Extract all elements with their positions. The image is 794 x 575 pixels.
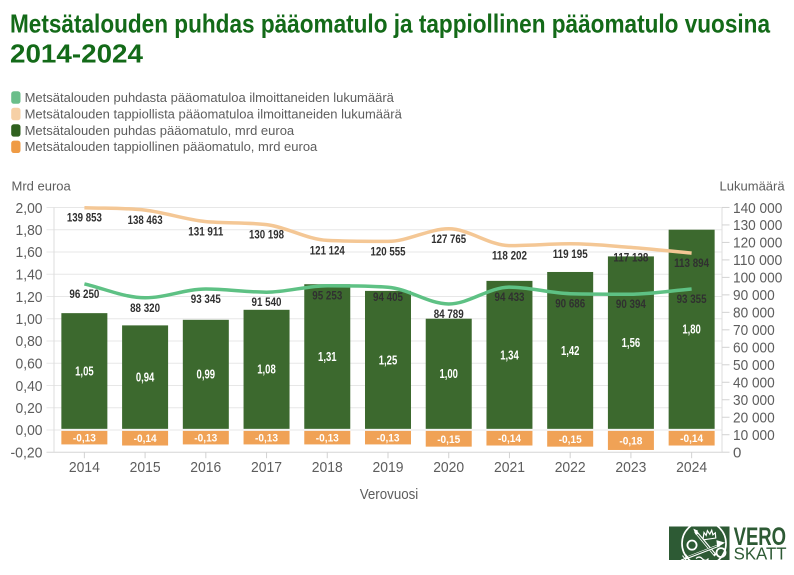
- svg-text:1,42: 1,42: [561, 344, 580, 358]
- svg-text:60 000: 60 000: [733, 340, 775, 357]
- svg-text:10 000: 10 000: [733, 427, 775, 444]
- svg-text:0,80: 0,80: [16, 333, 43, 350]
- svg-text:-0,13: -0,13: [194, 433, 217, 445]
- svg-text:100 000: 100 000: [733, 270, 782, 287]
- svg-text:30 000: 30 000: [733, 392, 775, 409]
- svg-text:90 394: 90 394: [616, 299, 647, 311]
- svg-text:1,40: 1,40: [16, 267, 43, 284]
- svg-text:2014: 2014: [69, 459, 100, 476]
- svg-text:1,56: 1,56: [622, 336, 641, 350]
- svg-text:2017: 2017: [251, 459, 282, 476]
- svg-text:1,08: 1,08: [257, 363, 276, 377]
- svg-text:130 000: 130 000: [733, 217, 782, 234]
- svg-text:130 198: 130 198: [249, 230, 285, 242]
- svg-text:20 000: 20 000: [733, 410, 775, 427]
- svg-text:80 000: 80 000: [733, 305, 775, 322]
- svg-text:0: 0: [733, 445, 741, 462]
- svg-text:-0,14: -0,14: [498, 433, 522, 445]
- svg-text:SKATT: SKATT: [734, 544, 787, 564]
- svg-text:94 405: 94 405: [373, 292, 404, 304]
- svg-text:-0,20: -0,20: [11, 445, 43, 462]
- svg-text:96 250: 96 250: [69, 289, 99, 301]
- svg-text:2023: 2023: [615, 459, 646, 476]
- svg-text:118 202: 118 202: [492, 251, 527, 263]
- svg-text:2019: 2019: [373, 459, 404, 476]
- svg-text:84 789: 84 789: [434, 309, 464, 321]
- svg-text:Verovuosi: Verovuosi: [360, 486, 419, 503]
- svg-text:70 000: 70 000: [733, 322, 775, 339]
- svg-text:88 320: 88 320: [130, 303, 160, 315]
- svg-text:2,00: 2,00: [16, 200, 43, 217]
- svg-text:-0,14: -0,14: [680, 433, 704, 445]
- svg-text:-0,18: -0,18: [619, 435, 642, 447]
- svg-text:90 000: 90 000: [733, 287, 775, 304]
- svg-text:1,80: 1,80: [16, 222, 43, 239]
- svg-text:2021: 2021: [494, 459, 525, 476]
- svg-text:119 195: 119 195: [553, 249, 589, 261]
- svg-text:95 253: 95 253: [312, 291, 342, 303]
- svg-text:Lukumäärä: Lukumäärä: [720, 178, 786, 193]
- svg-text:1,20: 1,20: [16, 289, 43, 306]
- svg-text:2014-2024: 2014-2024: [10, 38, 144, 68]
- svg-text:-0,13: -0,13: [377, 433, 400, 445]
- svg-text:2020: 2020: [433, 459, 464, 476]
- svg-text:-0,13: -0,13: [316, 433, 339, 445]
- svg-text:140 000: 140 000: [733, 200, 782, 217]
- svg-text:1,60: 1,60: [16, 244, 43, 261]
- svg-text:50 000: 50 000: [733, 357, 775, 374]
- svg-text:91 540: 91 540: [252, 297, 282, 309]
- svg-text:1,00: 1,00: [16, 311, 43, 328]
- svg-text:2016: 2016: [190, 459, 221, 476]
- svg-text:2015: 2015: [130, 459, 161, 476]
- svg-text:1,80: 1,80: [682, 323, 701, 337]
- svg-text:40 000: 40 000: [733, 375, 775, 392]
- svg-text:120 555: 120 555: [371, 246, 407, 258]
- svg-text:Metsätalouden puhdas pääomatul: Metsätalouden puhdas pääomatulo, mrd eur…: [25, 123, 295, 138]
- svg-text:110 000: 110 000: [733, 252, 782, 269]
- svg-text:0,00: 0,00: [16, 422, 43, 439]
- svg-text:Metsätalouden tappiollinen pää: Metsätalouden tappiollinen pääomatulo, m…: [25, 139, 318, 154]
- svg-text:94 433: 94 433: [495, 292, 525, 304]
- svg-text:0,99: 0,99: [197, 368, 216, 382]
- svg-text:93 355: 93 355: [677, 294, 708, 306]
- svg-text:1,34: 1,34: [500, 348, 519, 362]
- svg-text:1,05: 1,05: [75, 364, 94, 378]
- svg-text:0,20: 0,20: [16, 400, 43, 417]
- svg-text:Metsätalouden puhdasta pääomat: Metsätalouden puhdasta pääomatuloa ilmoi…: [25, 90, 395, 105]
- svg-text:131 911: 131 911: [188, 227, 224, 239]
- svg-text:113 894: 113 894: [674, 258, 710, 270]
- svg-text:1,31: 1,31: [318, 350, 337, 364]
- svg-text:2024: 2024: [676, 459, 707, 476]
- svg-text:Metsätalouden tappiollista pää: Metsätalouden tappiollista pääomatuloa i…: [25, 106, 403, 121]
- svg-text:Metsätalouden puhdas pääomatul: Metsätalouden puhdas pääomatulo ja tappi…: [10, 8, 770, 38]
- svg-text:121 124: 121 124: [310, 245, 346, 257]
- svg-text:138 463: 138 463: [128, 215, 163, 227]
- svg-text:0,94: 0,94: [136, 371, 155, 385]
- svg-text:117 138: 117 138: [613, 252, 649, 264]
- svg-text:93 345: 93 345: [191, 294, 222, 306]
- svg-text:2022: 2022: [555, 459, 586, 476]
- svg-text:-0,15: -0,15: [559, 434, 582, 446]
- svg-text:1,25: 1,25: [379, 353, 398, 367]
- svg-text:Mrd euroa: Mrd euroa: [12, 178, 72, 193]
- svg-text:127 765: 127 765: [431, 234, 467, 246]
- svg-text:-0,13: -0,13: [73, 433, 96, 445]
- svg-text:0,60: 0,60: [16, 356, 43, 373]
- svg-text:139 853: 139 853: [67, 213, 102, 225]
- svg-text:2018: 2018: [312, 459, 343, 476]
- svg-text:0,40: 0,40: [16, 378, 43, 395]
- svg-text:-0,15: -0,15: [437, 434, 460, 446]
- svg-text:1,00: 1,00: [439, 367, 458, 381]
- svg-text:VERO: VERO: [734, 523, 787, 551]
- svg-text:90 686: 90 686: [555, 299, 585, 311]
- svg-text:-0,13: -0,13: [255, 433, 278, 445]
- svg-text:-0,14: -0,14: [134, 433, 158, 445]
- svg-text:120 000: 120 000: [733, 235, 782, 252]
